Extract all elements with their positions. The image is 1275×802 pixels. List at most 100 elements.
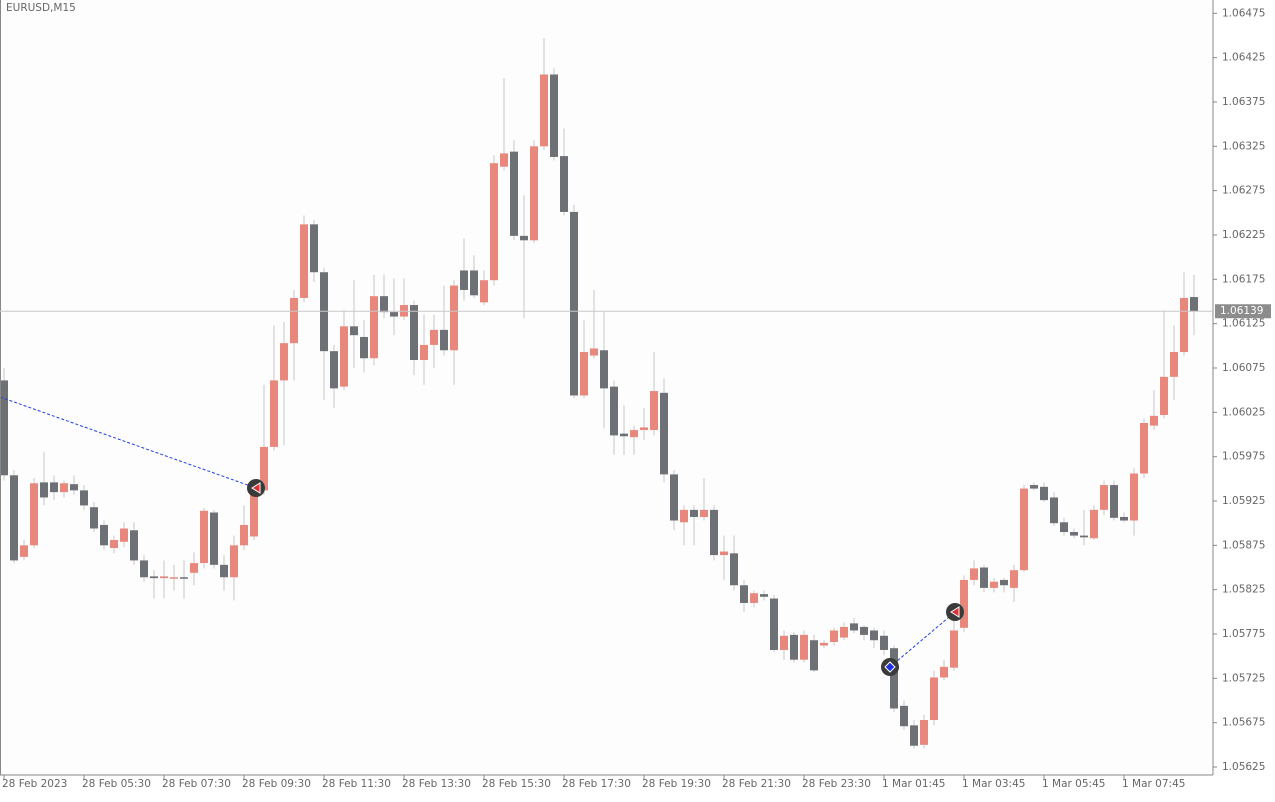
candle-body [420,344,428,361]
candle-body [410,305,418,361]
candle-body [1130,473,1138,521]
y-tick-label: 1.05725 [1222,672,1265,684]
candle-body [610,386,618,436]
candle-body [1190,297,1198,312]
candle-body [810,640,818,671]
candle-body [890,648,898,709]
candle-body [1070,532,1078,536]
candle-body [820,642,828,646]
candle-body [180,577,188,579]
sell-arrow [950,606,960,618]
candle-body [970,568,978,580]
candle-body [700,509,708,517]
x-tick-label: 28 Feb 13:30 [402,778,471,790]
candle-body [260,446,268,491]
candle-body [150,576,158,579]
candle-body [90,507,98,529]
candle-body [940,666,948,678]
sell-arrow [251,482,261,494]
candle-body [690,509,698,517]
y-tick-label: 1.05925 [1222,495,1265,507]
candle-body [650,391,658,431]
y-tick-label: 1.06325 [1222,140,1265,152]
buy-marker [884,661,896,673]
y-tick-label: 1.06425 [1222,52,1265,64]
candle-body [590,348,598,356]
candle-body [340,326,348,387]
candle-body [70,484,78,491]
candle-body [1000,579,1008,586]
candle-body [390,312,398,317]
current-price-box [1215,304,1271,319]
candle-body [1060,522,1068,533]
y-tick-label: 1.06075 [1222,362,1265,374]
candle-body [770,598,778,650]
candle-body [830,630,838,642]
x-tick-label: 1 Mar 05:45 [1042,778,1105,790]
chart-title: EURUSD,M15 [6,2,76,14]
candle-body [550,74,558,157]
candle-body [530,146,538,241]
candle-body [600,350,608,389]
candle-body [200,510,208,564]
candle-body [990,581,998,588]
candle-body [860,626,868,635]
x-tick-label: 28 Feb 11:30 [322,778,391,790]
candle-body [430,329,438,345]
candle-body [790,634,798,660]
candle-body [540,74,548,147]
candle-body [60,483,68,493]
candle-body [160,576,168,579]
candle-body [1100,485,1108,510]
x-tick-label: 28 Feb 07:30 [162,778,231,790]
candle-body [800,634,808,660]
candle-body [450,285,458,351]
candle-body [120,528,128,542]
y-tick-label: 1.06175 [1222,273,1265,285]
candle-body [30,483,38,546]
candle-body [460,270,468,290]
candle-body [720,551,728,556]
candle-body [130,530,138,561]
candle-body [490,163,498,281]
candle-body [520,235,528,241]
candle-body [280,343,288,381]
y-tick-label: 1.06025 [1222,406,1265,418]
candle-body [240,524,248,546]
candle-body [1140,422,1148,474]
candle-body [480,280,488,303]
x-tick-label: 1 Mar 03:45 [962,778,1025,790]
candle-body [140,560,148,578]
y-tick-label: 1.06225 [1222,229,1265,241]
candle-body [80,490,88,506]
candle-body [560,156,568,212]
candle-body [580,352,588,396]
candle-body [960,579,968,628]
candle-body [780,635,788,650]
candle-body [360,336,368,359]
candle-body [40,482,48,498]
candle-body [1010,570,1018,588]
y-tick-label: 1.06125 [1222,318,1265,330]
y-tick-label: 1.06375 [1222,96,1265,108]
candle-body [1090,509,1098,539]
x-tick-label: 28 Feb 05:30 [82,778,151,790]
candle-body [210,512,218,565]
candle-body [870,630,878,641]
y-tick-label: 1.05625 [1222,761,1265,773]
candle-body [330,351,338,389]
candle-body [470,270,478,296]
candle-body [630,430,638,438]
candle-body [740,585,748,603]
candle-body [1040,486,1048,501]
trade-line [0,396,257,489]
candle-body [220,564,228,578]
y-tick-label: 1.05975 [1222,451,1265,463]
candle-body [750,593,758,603]
candle-body [10,475,18,561]
candle-body [1110,485,1118,518]
current-price-label: 1.06139 [1220,305,1263,317]
candle-body [880,635,888,650]
candle-body [910,725,918,746]
